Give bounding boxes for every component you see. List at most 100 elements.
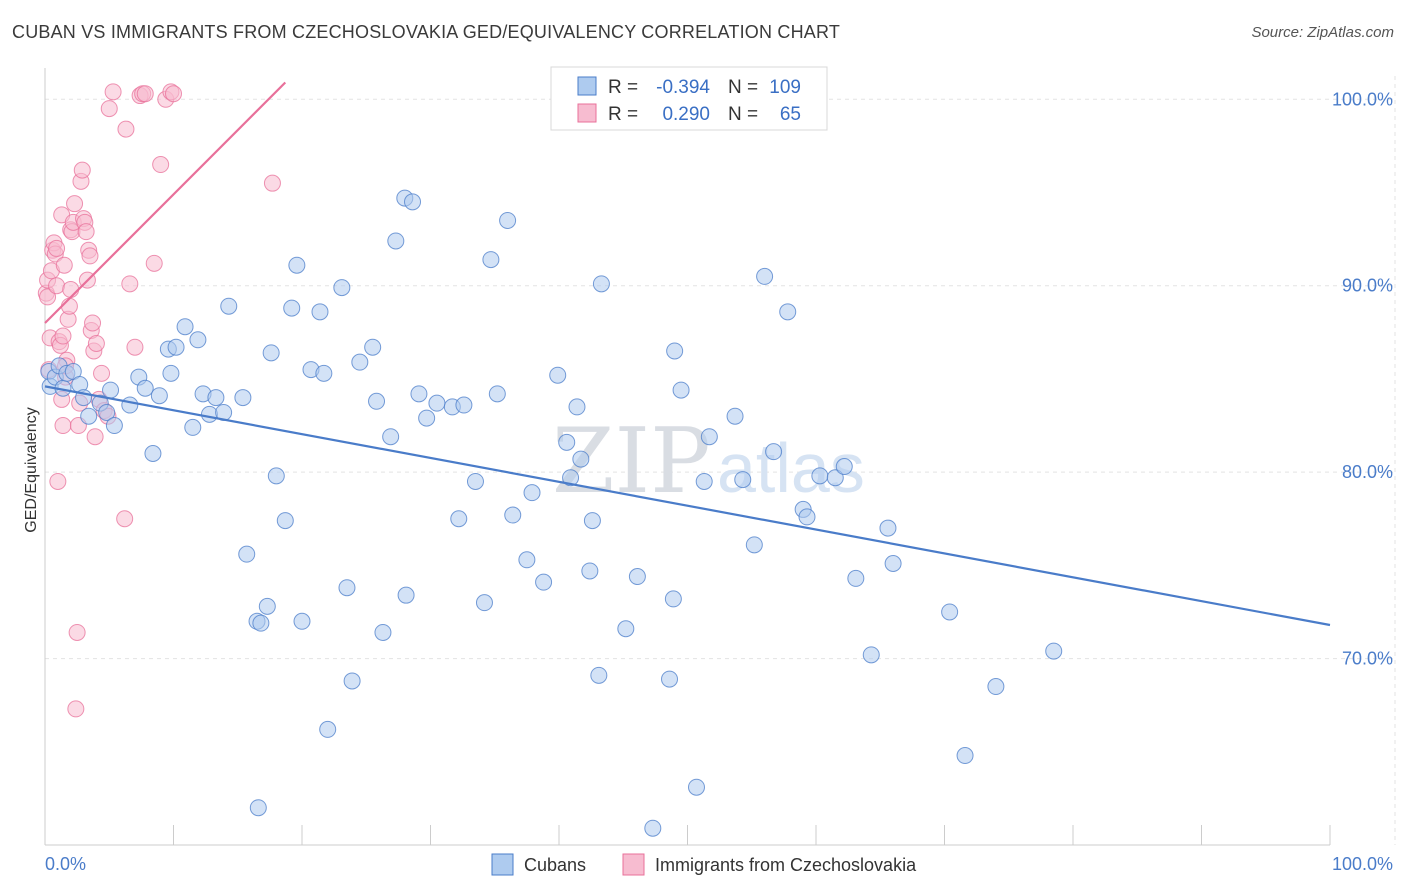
czechoslovakia-point	[152, 156, 170, 174]
y-tick-label-70: 70.0%	[1342, 649, 1393, 669]
czechoslovakia-point	[49, 472, 67, 490]
cubans-point	[338, 579, 356, 597]
cubans-point	[726, 407, 744, 425]
x-tick-label-max: 100.0%	[1332, 854, 1393, 874]
czechoslovakia-point	[48, 277, 66, 295]
czechoslovakia-point	[73, 161, 91, 179]
cubans-point	[267, 467, 285, 485]
czechoslovakia-point	[48, 239, 66, 257]
cubans-point	[798, 508, 816, 526]
cubans-point	[238, 545, 256, 563]
axes	[44, 68, 1331, 846]
cubans-point	[258, 597, 276, 615]
cubans-point	[628, 568, 646, 586]
cubans-point	[884, 554, 902, 572]
cubans-point	[862, 646, 880, 664]
cubans-point	[319, 720, 337, 738]
tick-labels: 70.0% 80.0% 90.0% 100.0% 0.0% 100.0%	[45, 89, 1393, 874]
cubans-point	[475, 594, 493, 612]
legend-swatch-cubans	[577, 76, 597, 96]
czechoslovakia-point	[126, 338, 144, 356]
czechoslovakia-point	[104, 83, 122, 101]
cubans-point	[568, 398, 586, 416]
cubans-point	[455, 396, 473, 414]
cubans-point	[121, 396, 139, 414]
cubans-point	[144, 445, 162, 462]
cubans-point	[200, 405, 218, 423]
czechoslovakia-point	[66, 195, 84, 213]
czechoslovakia-point	[165, 85, 182, 103]
legend-n-value-czechoslovakia: 65	[780, 104, 801, 125]
series-legend: Cubans Immigrants from Czechoslovakia	[491, 853, 917, 876]
legend-swatch-czechoslovakia	[577, 103, 597, 123]
cubans-point	[523, 484, 541, 502]
czechoslovakia-point	[116, 510, 134, 528]
x-tick-label-min: 0.0%	[45, 854, 86, 874]
cubans-point	[374, 623, 392, 641]
trend-line-cubans	[44, 385, 1331, 627]
cubans-point	[249, 799, 267, 817]
cubans-point	[734, 471, 752, 489]
cubans-point	[765, 443, 783, 461]
cubans-point	[661, 670, 679, 688]
cubans-point	[590, 666, 608, 684]
cubans-point	[549, 366, 567, 384]
cubans-point	[664, 590, 682, 608]
cubans-point	[617, 620, 635, 638]
czechoslovakia-point	[86, 428, 104, 446]
cubans-point	[826, 469, 844, 487]
cubans-point	[779, 303, 797, 321]
czechoslovakia-point	[93, 364, 111, 382]
czechoslovakia-point	[263, 174, 281, 192]
cubans-point	[687, 778, 705, 796]
trend-lines	[44, 81, 1331, 627]
cubans-point	[583, 512, 601, 530]
czechoslovakia-point	[60, 297, 78, 315]
czechoslovakia-point	[77, 223, 95, 241]
y-tick-label-90: 90.0%	[1342, 276, 1393, 296]
cubans-point	[150, 387, 168, 405]
cubans-point	[466, 472, 484, 490]
czechoslovakia-point	[121, 275, 139, 293]
bottom-legend-label-czechoslovakia: Immigrants from Czechoslovakia	[655, 855, 917, 875]
cubans-point	[956, 747, 974, 765]
cubans-point	[283, 299, 301, 317]
cubans-point	[695, 472, 713, 490]
czechoslovakia-point	[67, 700, 85, 718]
cubans-point	[592, 275, 610, 293]
czechoslovakia-point	[117, 120, 135, 138]
cubans-point	[382, 428, 400, 446]
stats-legend-box	[550, 66, 828, 131]
cubans-point	[397, 586, 415, 604]
czechoslovakia-point	[54, 417, 72, 435]
cubans-point	[162, 364, 180, 382]
cubans-point	[288, 256, 306, 274]
czechoslovakia-point	[39, 288, 57, 306]
cubans-point	[499, 211, 517, 229]
cubans-point	[672, 381, 690, 399]
cubans-point	[293, 612, 311, 630]
cubans-point	[418, 409, 436, 427]
cubans-point	[176, 318, 194, 336]
cubans-point	[234, 389, 252, 407]
y-tick-label-100: 100.0%	[1332, 89, 1393, 109]
cubans-point	[987, 678, 1005, 696]
cubans-point	[105, 417, 123, 435]
bottom-legend-swatch-cubans	[491, 853, 514, 876]
cubans-point	[535, 573, 553, 591]
legend-r-value-czechoslovakia: 0.290	[662, 104, 710, 125]
czechoslovakia-point	[54, 327, 72, 345]
cubans-point	[351, 353, 369, 371]
cubans-point	[847, 569, 865, 587]
cubans-point	[572, 450, 590, 468]
cubans-point	[184, 418, 202, 436]
cubans-point	[700, 428, 718, 446]
cubans-point	[262, 344, 280, 362]
legend-n-value-cubans: 109	[769, 77, 801, 98]
cubans-point	[450, 510, 468, 528]
cubans-point	[835, 458, 853, 476]
cubans-point	[102, 381, 120, 399]
cubans-point	[756, 267, 774, 285]
cubans-point	[136, 379, 154, 397]
cubans-point	[1045, 642, 1063, 660]
